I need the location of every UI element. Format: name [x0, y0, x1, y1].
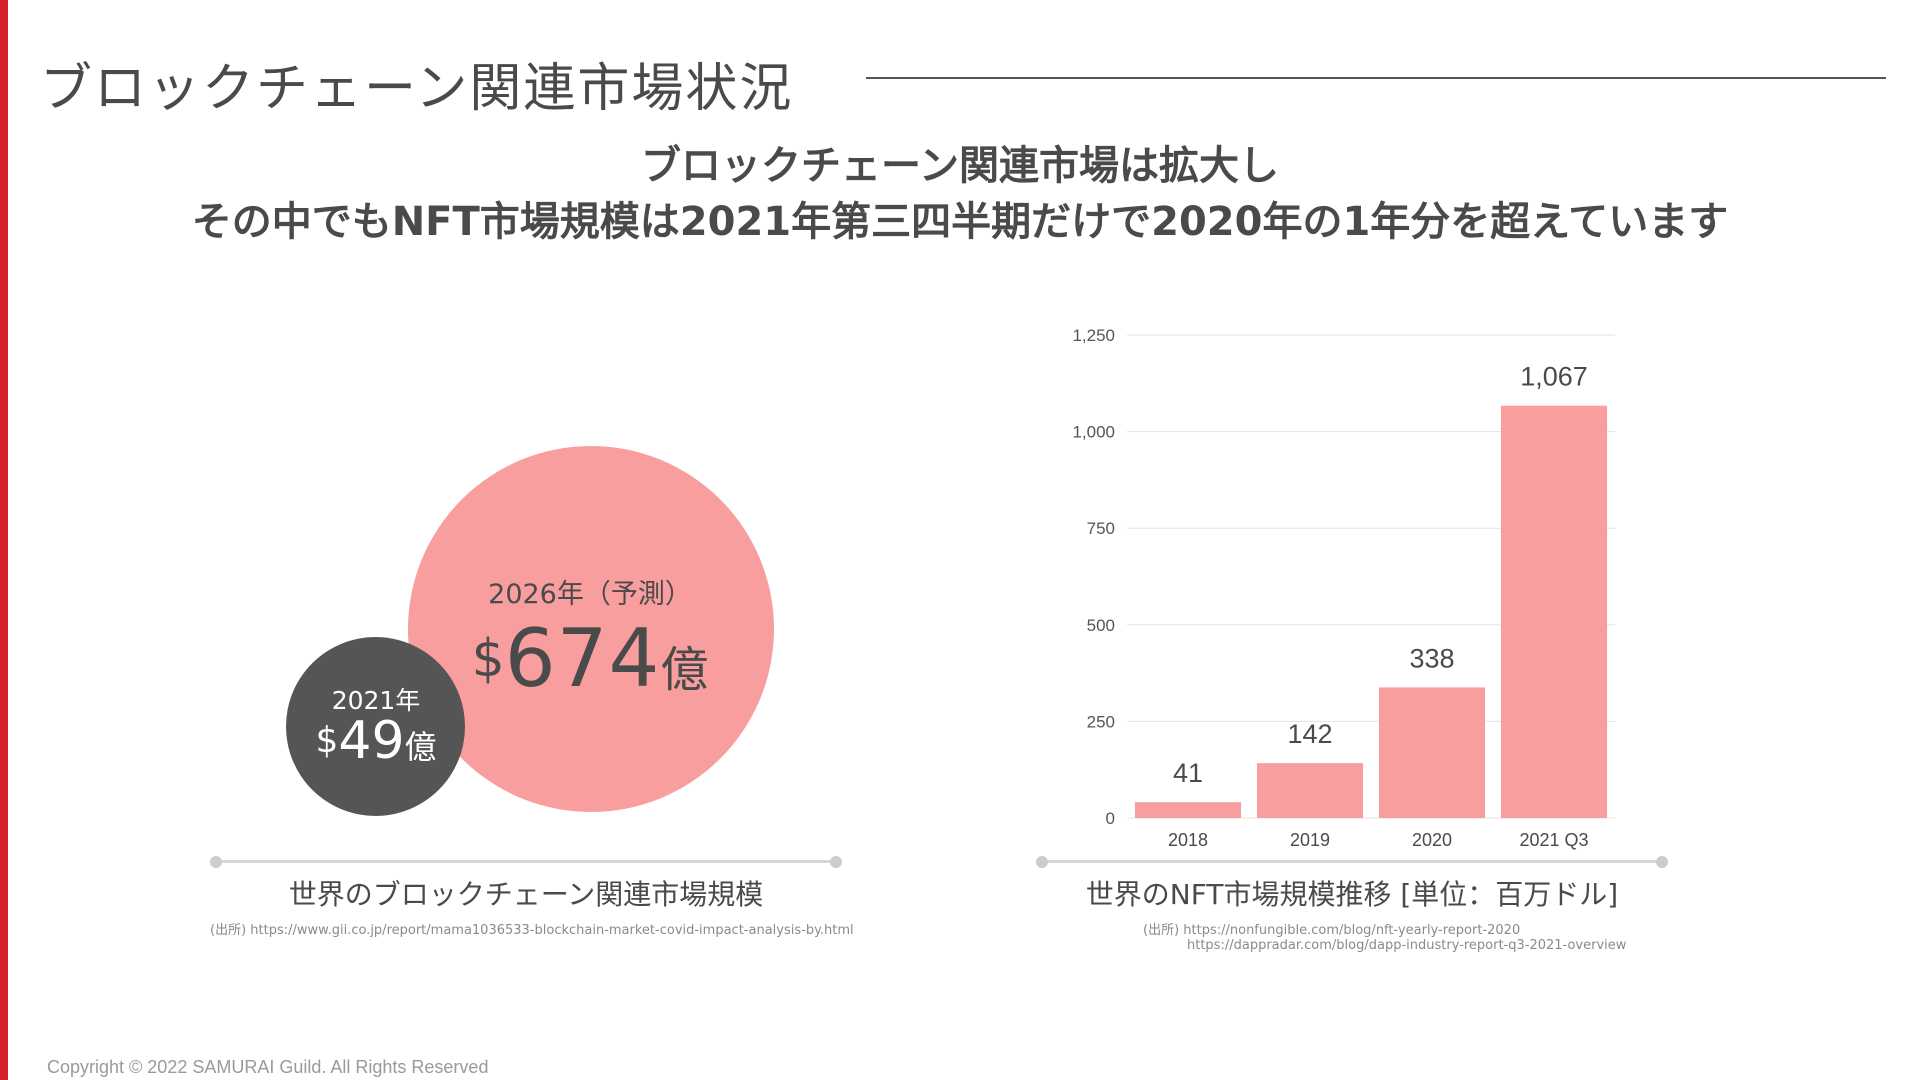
headline-line-2: その中でもNFT市場規模は2021年第三四半期だけで2020年の1年分を超えてい…: [191, 199, 1729, 245]
nft-bar-chart: 0 250 500 750 1,000 1,250 41 2018 142 2019 338 2020…: [1072, 326, 1615, 850]
x-tick-label: 2019: [1290, 830, 1330, 850]
accent-bar: [0, 0, 8, 1080]
forecast-bubble: [408, 446, 774, 812]
market-caption-dot-left: [210, 856, 222, 868]
x-tick-label: 2020: [1412, 830, 1452, 850]
x-tick-label: 2018: [1168, 830, 1208, 850]
market-source: (出所) https://www.gii.co.jp/report/mama10…: [210, 923, 854, 938]
nft-caption-dot-right: [1656, 856, 1668, 868]
market-caption-dot-right: [830, 856, 842, 868]
current-number: 49: [338, 711, 405, 771]
copyright: Copyright © 2022 SAMURAI Guild. All Righ…: [47, 1057, 489, 1077]
y-tick-label: 0: [1106, 809, 1115, 828]
nft-caption-line: [1042, 860, 1662, 863]
current-year-label: 2021年: [331, 686, 421, 715]
nft-caption: 世界のNFT市場規模推移 [単位：百万ドル]: [1085, 878, 1619, 911]
forecast-value: $674億: [460, 612, 720, 705]
bar: [1256, 763, 1364, 818]
bar-value-label: 41: [1173, 758, 1203, 788]
x-tick-label: 2021 Q3: [1519, 830, 1588, 850]
current-value: $49億: [296, 711, 456, 771]
forecast-number: 674: [504, 612, 661, 705]
y-tick-label: 1,250: [1072, 326, 1115, 345]
bar-value-label: 1,067: [1520, 362, 1588, 392]
bar: [1134, 802, 1242, 818]
bar: [1378, 687, 1486, 818]
market-caption-line: [216, 860, 836, 863]
headline-line-1: ブロックチェーン関連市場は拡大し: [641, 143, 1279, 189]
headline: ブロックチェーン関連市場は拡大し その中でもNFT市場規模は2021年第三四半期…: [0, 138, 1920, 250]
current-unit: 億: [404, 728, 437, 766]
current-currency: $: [315, 720, 339, 761]
title-divider: [866, 77, 1886, 79]
forecast-currency: $: [471, 629, 505, 689]
y-tick-label: 500: [1087, 616, 1115, 635]
nft-source-line-1: (出所) https://nonfungible.com/blog/nft-ye…: [1143, 923, 1521, 938]
current-bubble: [286, 637, 465, 816]
bar-value-label: 338: [1409, 643, 1454, 673]
nft-source-line-2: https://dappradar.com/blog/dapp-industry…: [1187, 938, 1627, 953]
bar: [1500, 405, 1608, 818]
y-tick-label: 750: [1087, 519, 1115, 538]
nft-caption-dot-left: [1036, 856, 1048, 868]
market-caption: 世界のブロックチェーン関連市場規模: [288, 878, 764, 911]
forecast-unit: 億: [660, 642, 709, 698]
bar-value-label: 142: [1287, 719, 1332, 749]
y-tick-label: 250: [1087, 712, 1115, 731]
y-tick-label: 1,000: [1072, 423, 1115, 442]
page-title: ブロックチェーン関連市場状況: [40, 59, 794, 119]
forecast-year-label: 2026年（予測）: [488, 579, 692, 610]
